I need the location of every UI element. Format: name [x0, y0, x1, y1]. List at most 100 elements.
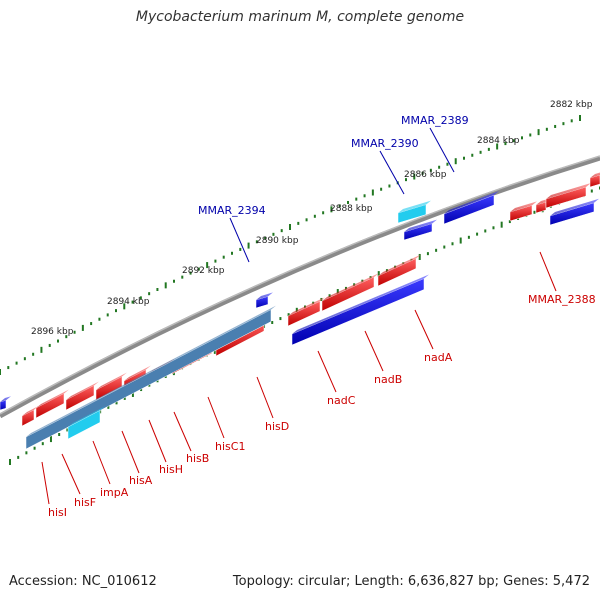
ruler-tick	[7, 366, 10, 370]
ruler-tick	[90, 322, 93, 326]
label-connector	[173, 411, 192, 452]
ruler-tick	[57, 339, 59, 343]
forward-gene-bevel	[322, 273, 379, 301]
ruler-label: 2888 kbp	[330, 204, 373, 214]
reverse-gene-bevel	[404, 219, 437, 232]
gene-label-forward[interactable]: MMAR_2388	[528, 293, 596, 306]
ruler-tick	[58, 433, 61, 437]
ruler-tick	[459, 237, 462, 244]
ruler-tick	[9, 459, 11, 465]
ruler-tick	[330, 206, 333, 213]
ruler-tick	[239, 247, 242, 251]
ruler-tick	[504, 142, 507, 146]
ruler-tick	[500, 221, 503, 228]
ruler-tick	[496, 143, 499, 150]
reverse-gene	[291, 278, 425, 346]
ruler-tick	[471, 153, 474, 157]
ruler-tick	[579, 115, 581, 121]
ruler-tick	[0, 369, 1, 375]
ruler-label: 2886 kbp	[404, 170, 447, 180]
label-connector	[41, 461, 50, 505]
ruler-tick	[443, 245, 446, 249]
ruler-tick	[463, 156, 465, 160]
forward-gene-bevel	[22, 405, 39, 416]
ruler-tick	[107, 405, 110, 409]
ruler-tick	[156, 288, 159, 292]
ruler-tick	[363, 194, 366, 198]
reverse-gene	[255, 296, 269, 309]
ruler-tick	[454, 158, 457, 165]
ruler-tick	[98, 317, 101, 321]
reverse-gene-bevel	[256, 292, 273, 300]
ruler-tick	[287, 313, 290, 317]
gene-label-forward[interactable]: hisC1	[215, 440, 245, 453]
gene-label-forward[interactable]: hisI	[48, 506, 67, 519]
gene-label-forward[interactable]: nadC	[327, 394, 356, 407]
genome-backbone	[0, 155, 600, 419]
gene-label-forward[interactable]: hisF	[74, 496, 96, 509]
reverse-gene-bevel	[444, 191, 499, 214]
gene-label-reverse[interactable]: MMAR_2390	[351, 137, 419, 150]
ruler-tick	[388, 184, 391, 188]
highlighted-gene-bevel	[68, 406, 105, 427]
ruler-tick	[418, 253, 421, 260]
ruler-tick	[554, 124, 557, 128]
gene-label-forward[interactable]: impA	[100, 486, 129, 499]
ruler-tick	[313, 214, 316, 218]
label-connector	[539, 251, 557, 292]
forward-gene	[535, 201, 547, 214]
ruler-tick	[15, 361, 18, 365]
label-connector	[429, 127, 455, 173]
ruler-tick	[123, 303, 126, 310]
accession-text: Accession: NC_010612	[9, 574, 157, 589]
gene-label-forward[interactable]: hisD	[265, 420, 289, 433]
ruler-tick	[338, 204, 341, 208]
label-connector	[92, 440, 111, 485]
gene-label-forward[interactable]: hisA	[129, 474, 153, 487]
ruler-tick	[140, 388, 143, 392]
label-connector	[148, 419, 167, 463]
forward-gene-bevel	[36, 389, 69, 408]
forward-gene-bevel	[288, 297, 325, 316]
ruler-tick	[139, 296, 142, 300]
ruler-tick	[49, 436, 52, 443]
ruler-tick	[467, 235, 470, 239]
ruler-tick	[189, 271, 192, 275]
label-connector	[256, 376, 274, 419]
ruler-tick	[222, 255, 225, 259]
ruler-tick	[164, 282, 167, 289]
ruler-tick	[484, 229, 487, 233]
ruler-tick	[106, 313, 109, 317]
ruler-tick	[279, 317, 282, 321]
ruler-tick	[73, 330, 76, 334]
label-connector	[379, 150, 405, 195]
ruler-label: 2894 kbp	[107, 297, 150, 307]
ruler-tick	[377, 271, 380, 278]
reverse-gene-bevel	[292, 274, 429, 334]
ruler-tick	[512, 139, 515, 143]
gene-label-forward[interactable]: hisB	[186, 452, 209, 465]
ruler-ticks-outer	[0, 115, 581, 375]
gene-label-reverse[interactable]: MMAR_2389	[401, 114, 469, 127]
ruler-labels: 2882 kbp 2884 kbp 2886 kbp 2888 kbp 2890 kbp…	[31, 100, 593, 337]
ruler-tick	[65, 335, 68, 339]
ruler-tick	[487, 147, 490, 151]
ruler-tick	[148, 292, 151, 296]
gene-label-forward[interactable]: nadB	[374, 373, 402, 386]
gene-label-forward[interactable]: nadA	[424, 351, 453, 364]
ruler-tick	[40, 346, 43, 353]
forward-gene-bevel	[124, 365, 151, 381]
highlighted-gene	[397, 204, 427, 224]
forward-gene	[545, 186, 587, 209]
ruler-tick	[297, 221, 300, 225]
ruler-tick	[405, 178, 407, 182]
forward-gene-bevel	[590, 172, 600, 178]
ruler-tick	[131, 300, 134, 304]
ruler-tick	[81, 324, 84, 331]
forward-gene	[35, 393, 65, 419]
gene-label-forward[interactable]: hisH	[159, 463, 183, 476]
highlighted-gene-bevel	[398, 200, 431, 213]
gene-label-reverse[interactable]: MMAR_2394	[198, 204, 266, 217]
ruler-tick	[17, 455, 20, 459]
